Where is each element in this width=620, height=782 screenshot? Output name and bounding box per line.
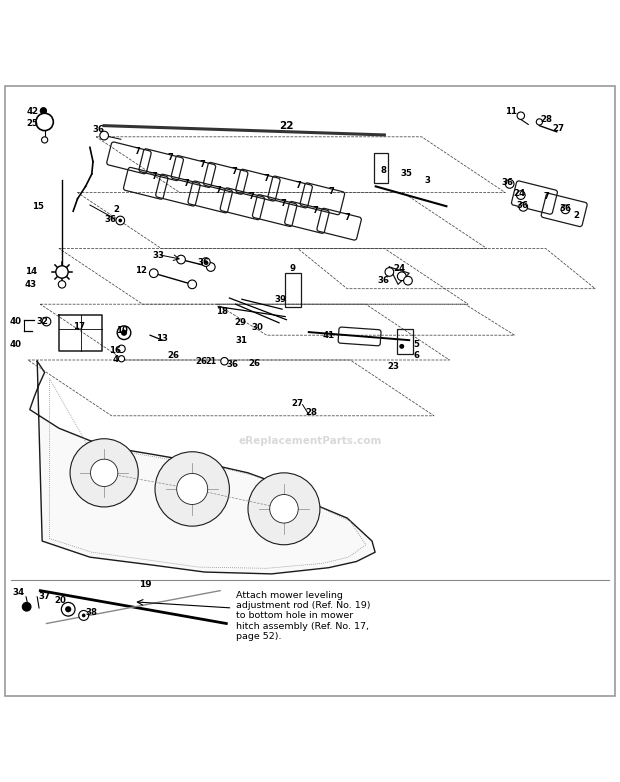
Text: 37: 37 [38,592,51,601]
Circle shape [155,452,229,526]
Text: 7: 7 [280,199,286,208]
Text: 33: 33 [152,251,164,260]
Circle shape [40,108,46,114]
Circle shape [100,131,108,140]
Circle shape [149,269,158,278]
Circle shape [79,611,89,620]
Circle shape [117,326,131,339]
Text: Attach mower leveling
adjustment rod (Ref. No. 19)
to bottom hole in mower
hitch: Attach mower leveling adjustment rod (Re… [236,590,370,641]
Text: 26: 26 [167,351,180,361]
Circle shape [56,266,68,278]
Circle shape [36,113,53,131]
Text: 14: 14 [25,267,37,277]
Text: 26: 26 [195,357,208,366]
Text: 39: 39 [274,295,286,303]
Text: 10: 10 [115,326,128,335]
Text: 32: 32 [36,317,48,326]
Circle shape [204,260,208,264]
Text: 24: 24 [394,264,406,273]
Circle shape [177,255,185,264]
Text: 36: 36 [559,203,572,213]
Circle shape [58,281,66,288]
Text: 7: 7 [264,174,270,183]
Text: 36: 36 [197,257,210,267]
Circle shape [118,219,122,222]
Circle shape [404,276,412,285]
Circle shape [82,614,86,617]
Text: 2: 2 [574,211,580,220]
Text: 6: 6 [414,350,420,360]
Text: 5: 5 [414,340,420,349]
Text: 7: 7 [184,179,190,188]
Circle shape [221,357,228,365]
Circle shape [561,205,570,213]
Text: 34: 34 [12,588,25,597]
Text: 27: 27 [552,124,564,133]
Text: 7: 7 [544,192,550,201]
Text: 8: 8 [380,167,386,175]
Circle shape [248,473,320,545]
Circle shape [202,258,210,267]
Circle shape [519,203,528,211]
Text: 7: 7 [328,188,334,196]
Circle shape [91,459,118,486]
Text: 7: 7 [231,167,237,176]
Text: 42: 42 [26,107,38,117]
Text: 7: 7 [135,146,141,156]
Text: 7: 7 [248,192,254,202]
Text: 40: 40 [9,340,22,349]
Circle shape [42,137,48,143]
Text: 30: 30 [251,323,264,332]
Text: 4: 4 [112,356,118,364]
Circle shape [65,606,71,612]
Text: 31: 31 [236,335,248,345]
Text: 24: 24 [513,189,526,199]
Text: 7: 7 [345,213,351,222]
Circle shape [42,317,51,326]
Circle shape [536,119,542,125]
Text: 23: 23 [388,362,400,371]
Text: 7: 7 [199,160,205,169]
Text: 19: 19 [140,580,152,589]
Text: 2: 2 [113,206,119,214]
Circle shape [188,280,197,289]
Text: eReplacementParts.com: eReplacementParts.com [238,436,382,446]
Text: 40: 40 [9,317,22,326]
Text: 28: 28 [305,408,317,418]
Text: 27: 27 [291,399,304,408]
Text: 35: 35 [400,170,412,178]
Text: 28: 28 [541,115,553,124]
Text: 7: 7 [216,185,222,195]
Text: 36: 36 [226,361,239,369]
Text: 7: 7 [167,153,173,163]
Circle shape [118,345,125,353]
Circle shape [177,473,208,504]
Circle shape [116,216,125,225]
Text: 41: 41 [322,331,335,339]
Text: 26: 26 [248,359,260,368]
Circle shape [70,439,138,507]
Text: 29: 29 [234,318,247,328]
Circle shape [22,602,31,611]
Circle shape [118,356,125,362]
Text: 20: 20 [55,596,67,605]
Text: 43: 43 [25,280,37,289]
Text: 36: 36 [104,215,117,224]
Text: 25: 25 [26,119,38,127]
Text: 7: 7 [151,172,157,181]
Text: 22: 22 [279,120,294,131]
Circle shape [385,267,394,276]
Text: 36: 36 [377,276,389,285]
Circle shape [397,272,406,281]
Circle shape [61,602,75,616]
Text: 7: 7 [296,181,302,190]
Polygon shape [30,361,375,574]
Text: 38: 38 [86,608,98,618]
Circle shape [517,112,525,120]
Text: 9: 9 [290,264,296,273]
Text: 17: 17 [73,322,86,331]
Circle shape [399,344,404,349]
Text: 36: 36 [516,200,528,210]
Text: 7: 7 [312,206,319,215]
Text: 3: 3 [425,176,431,185]
